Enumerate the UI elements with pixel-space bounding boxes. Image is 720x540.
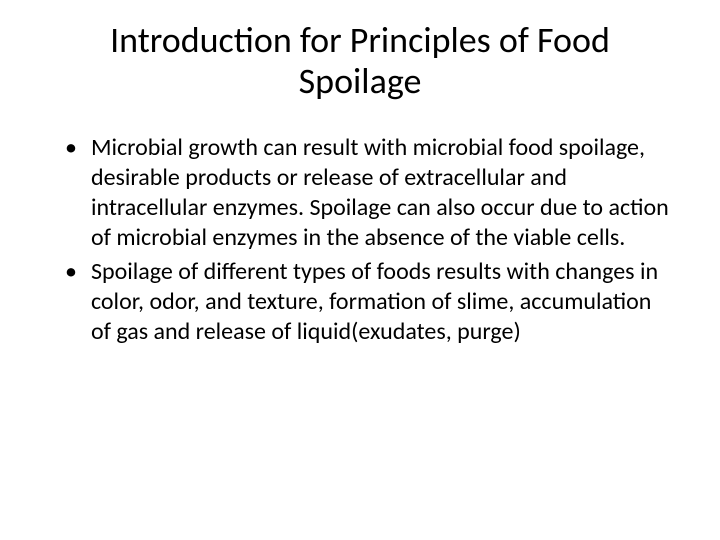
bullet-marker: • (65, 257, 77, 287)
bullet-text: Microbial growth can result with microbi… (91, 133, 675, 253)
bullet-text: Spoilage of different types of foods res… (91, 257, 675, 347)
bullet-item: • Spoilage of different types of foods r… (65, 257, 675, 347)
bullet-marker: • (65, 133, 77, 163)
slide-content: • Microbial growth can result with micro… (45, 133, 675, 347)
bullet-item: • Microbial growth can result with micro… (65, 133, 675, 253)
presentation-slide: Introduction for Principles of Food Spoi… (0, 0, 720, 540)
slide-title: Introduction for Principles of Food Spoi… (45, 20, 675, 103)
